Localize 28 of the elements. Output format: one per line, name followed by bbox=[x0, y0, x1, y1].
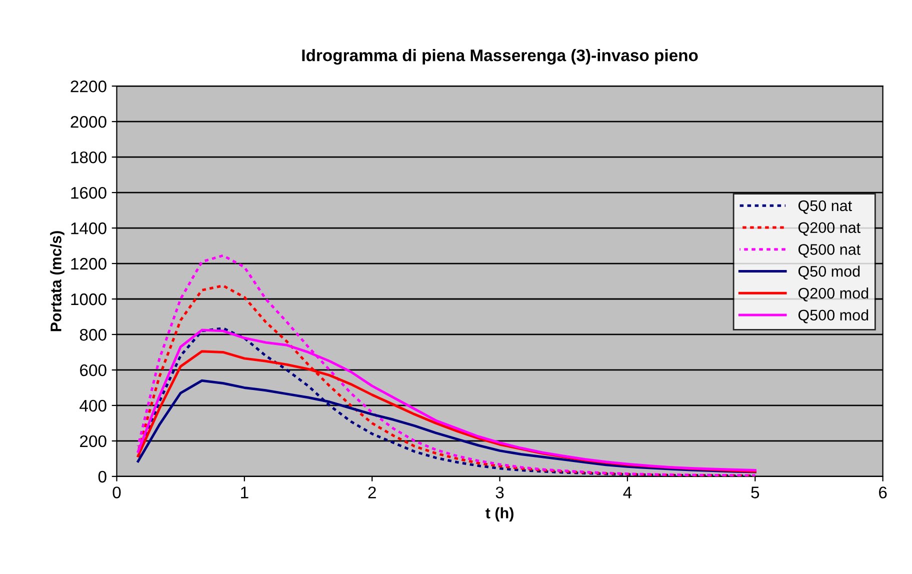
y-tick-label: 2000 bbox=[70, 116, 106, 128]
legend-label: Q50 mod bbox=[798, 266, 860, 280]
chart-title: Idrogramma di piena Masserenga (3)-invaso pieno bbox=[302, 49, 698, 65]
legend-label: Q500 nat bbox=[798, 244, 860, 258]
x-axis-title: t (h) bbox=[486, 507, 514, 522]
x-tick-label: 3 bbox=[496, 486, 504, 498]
y-tick-label: 1600 bbox=[71, 186, 106, 199]
x-tick-label: 2 bbox=[368, 486, 376, 498]
y-tick-label: 2200 bbox=[70, 80, 106, 92]
legend-label: Q50 nat bbox=[798, 200, 852, 214]
x-tick-label: 4 bbox=[623, 486, 632, 498]
y-tick-label: 600 bbox=[80, 364, 106, 376]
y-tick-label: 1400 bbox=[71, 222, 106, 234]
x-tick-label: 0 bbox=[112, 486, 121, 498]
x-tick-label: 5 bbox=[751, 486, 760, 498]
y-axis-title: Portata (mc/s) bbox=[50, 231, 64, 332]
y-tick-label: 1200 bbox=[71, 258, 106, 270]
x-tick-label: 1 bbox=[241, 486, 248, 498]
y-tick-label: 1800 bbox=[71, 151, 106, 164]
y-tick-label: 200 bbox=[80, 435, 106, 448]
y-tick-label: 1000 bbox=[71, 293, 106, 306]
legend-label: Q200 nat bbox=[798, 222, 860, 236]
legend-label: Q500 mod bbox=[798, 309, 868, 324]
y-tick-label: 800 bbox=[80, 328, 106, 341]
y-tick-label: 400 bbox=[80, 400, 106, 412]
y-tick-label: 0 bbox=[98, 470, 106, 483]
x-tick-label: 6 bbox=[879, 486, 887, 498]
legend-label: Q200 mod bbox=[798, 287, 868, 302]
